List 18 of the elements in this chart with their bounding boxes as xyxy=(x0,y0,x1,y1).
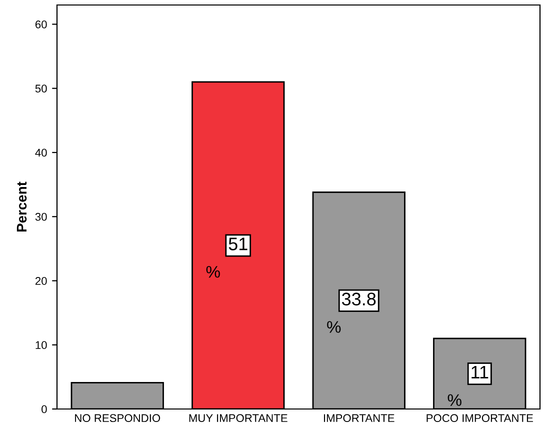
x-tick-label: MUY IMPORTANTE xyxy=(189,414,288,422)
annotation: % xyxy=(206,266,220,278)
y-tick-label: 0 xyxy=(42,405,47,414)
y-tick-label: 10 xyxy=(36,341,47,350)
y-axis-title: Percent xyxy=(16,182,27,232)
data-label: 33.8 xyxy=(342,292,376,306)
annotation: % xyxy=(327,321,341,333)
y-tick-label: 60 xyxy=(35,20,47,28)
x-tick-label: IMPORTANTE xyxy=(324,414,394,422)
data-label: 51 xyxy=(228,238,248,250)
x-tick-label: POCO IMPORTANTE xyxy=(426,414,533,422)
annotation: % xyxy=(448,394,462,406)
y-tick-label: 30 xyxy=(35,212,47,221)
y-tick-label: 50 xyxy=(35,84,47,92)
y-tick-label: 40 xyxy=(35,148,47,157)
data-label: 11 xyxy=(472,366,488,378)
y-tick-label: 20 xyxy=(35,277,47,285)
x-tick-label: NO RESPONDIO xyxy=(75,414,160,422)
